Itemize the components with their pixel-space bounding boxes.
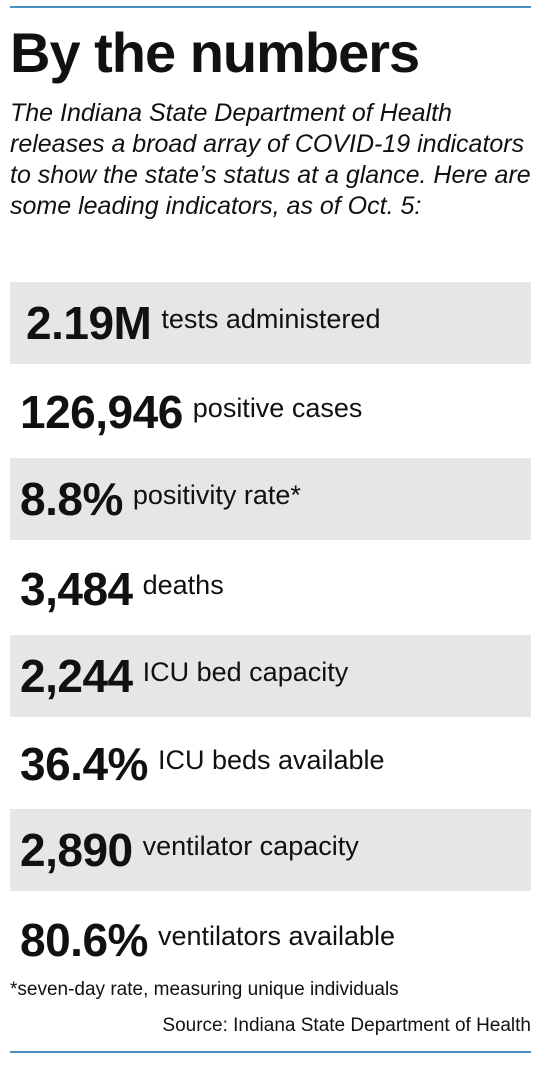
footnote: *seven-day rate, measuring unique indivi… (10, 979, 399, 1000)
stat-value: 2,244 (20, 650, 133, 702)
stat-row-positive-cases: 126,946 positive cases (10, 371, 531, 453)
stat-label: ventilators available (157, 920, 396, 951)
bottom-rule (10, 1051, 531, 1053)
source-credit: Source: Indiana State Department of Heal… (162, 1015, 531, 1036)
stat-value: 36.4% (20, 738, 148, 790)
stat-value: 2,890 (20, 824, 133, 876)
stat-label: tests administered (161, 303, 381, 334)
intro-text: The Indiana State Department of Health r… (10, 99, 531, 220)
stat-label: positive cases (192, 392, 363, 423)
stat-value: 80.6% (20, 914, 148, 966)
stat-label: ventilator capacity (142, 830, 359, 861)
stat-row-deaths: 3,484 deaths (10, 548, 531, 630)
stat-row-icu-capacity: 2,244 ICU bed capacity (10, 635, 531, 717)
stat-label: ICU beds available (157, 744, 385, 775)
stat-row-ventilators-available: 80.6% ventilators available (10, 899, 531, 981)
stat-row-positivity-rate: 8.8% positivity rate* (10, 458, 531, 540)
stat-row-ventilator-capacity: 2,890 ventilator capacity (10, 809, 531, 891)
stat-value: 126,946 (20, 386, 183, 438)
stat-label: positivity rate* (132, 479, 301, 510)
stat-label: ICU bed capacity (142, 656, 349, 687)
stat-label: deaths (142, 569, 224, 600)
stat-value: 8.8% (20, 473, 123, 525)
stat-value: 2.19M (26, 297, 152, 349)
stat-value: 3,484 (20, 563, 133, 615)
stat-row-icu-available: 36.4% ICU beds available (10, 723, 531, 805)
stat-row-tests: 2.19M tests administered (10, 282, 531, 364)
top-rule (10, 6, 531, 8)
page-title: By the numbers (10, 21, 420, 84)
